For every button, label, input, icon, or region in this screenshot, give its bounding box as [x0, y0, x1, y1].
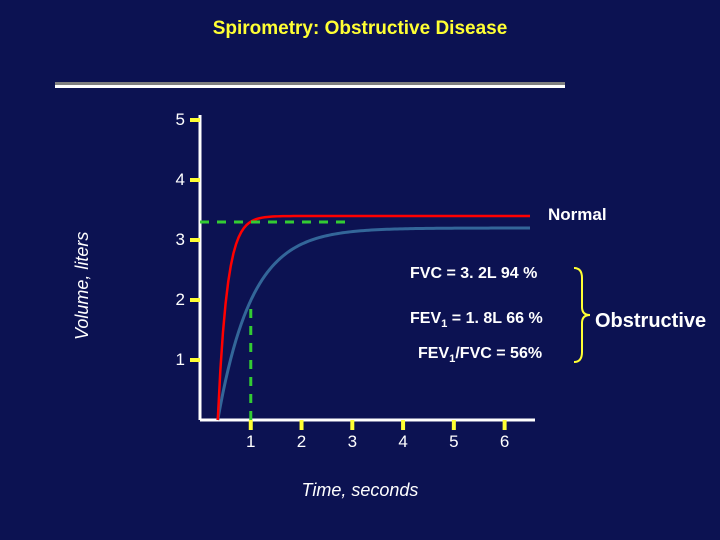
y-axis-label: Volume, liters: [72, 232, 93, 340]
y-tick-label: 5: [155, 110, 185, 130]
x-tick-label: 6: [490, 432, 520, 452]
x-tick-label: 5: [439, 432, 469, 452]
x-axis-label: Time, seconds: [0, 480, 720, 501]
normal-label: Normal: [548, 205, 607, 225]
ratio-annotation: FEV1/FVC = 56%: [418, 345, 542, 365]
chart-area: 12345123456NormalFVC = 3. 2L 94 %FEV1 = …: [150, 120, 530, 420]
fvc-annotation: FVC = 3. 2L 94 %: [410, 265, 537, 283]
x-tick-label: 2: [287, 432, 317, 452]
slide: Spirometry: Obstructive Disease Volume, …: [0, 0, 720, 540]
y-tick-label: 4: [155, 170, 185, 190]
x-tick-label: 1: [236, 432, 266, 452]
slide-title: Spirometry: Obstructive Disease: [0, 18, 720, 40]
title-divider: [55, 82, 565, 88]
bracket: [574, 268, 590, 362]
x-tick-label: 3: [337, 432, 367, 452]
y-tick-label: 1: [155, 350, 185, 370]
chart-svg: [150, 120, 550, 450]
obstructive-label: Obstructive: [595, 310, 706, 333]
y-tick-label: 2: [155, 290, 185, 310]
x-tick-label: 4: [388, 432, 418, 452]
y-tick-label: 3: [155, 230, 185, 250]
fev1-annotation: FEV1 = 1. 8L 66 %: [410, 310, 543, 330]
